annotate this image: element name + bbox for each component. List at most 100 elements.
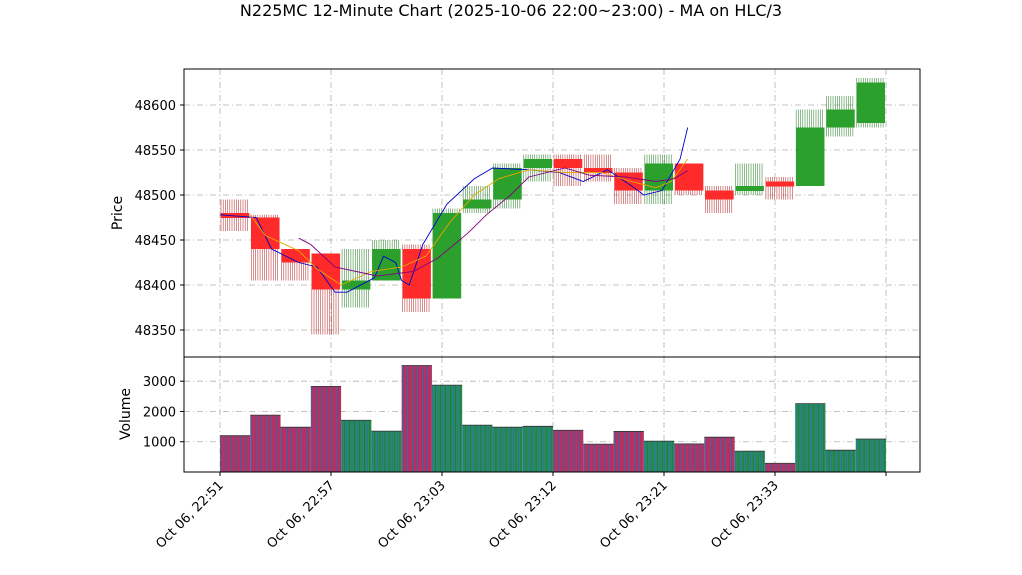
volume-bar bbox=[583, 443, 614, 472]
volume-bar-fill bbox=[401, 365, 432, 472]
volume-bar-fill bbox=[825, 450, 856, 472]
candle-down bbox=[765, 177, 795, 200]
volume-bar bbox=[704, 436, 735, 472]
volume-bar-fill bbox=[431, 385, 463, 472]
volume-bar-fill bbox=[280, 427, 311, 472]
candle-down bbox=[281, 249, 310, 281]
candle-up bbox=[493, 163, 522, 209]
candle-down bbox=[614, 168, 643, 204]
chart-title: N225MC 12-Minute Chart (2025-10-06 22:00… bbox=[240, 1, 782, 20]
volume-bar-fill bbox=[492, 427, 523, 472]
candle-body bbox=[523, 159, 552, 168]
volume-bar bbox=[462, 424, 493, 472]
candle-up bbox=[644, 154, 674, 204]
candle-body bbox=[796, 127, 825, 186]
candle-up bbox=[523, 154, 552, 182]
volume-plot-frame bbox=[183, 356, 921, 473]
volume-bar-fill bbox=[220, 435, 251, 472]
volume-bar bbox=[310, 385, 342, 472]
candle-up bbox=[462, 186, 492, 213]
volume-bar bbox=[431, 384, 463, 472]
candle-up bbox=[341, 249, 371, 308]
candle-up bbox=[826, 96, 855, 137]
x-tick-label: Oct 06, 22:51 bbox=[153, 478, 226, 551]
price-y-tick-label: 48550 bbox=[135, 144, 176, 159]
candle-up bbox=[795, 109, 825, 186]
volume-bar-fill bbox=[371, 431, 402, 472]
volume-y-ticks: 1000 2000 3000 bbox=[143, 375, 184, 451]
price-y-tick-label: 48500 bbox=[135, 189, 176, 204]
candle-body bbox=[402, 249, 431, 299]
volume-bar-fill bbox=[553, 430, 584, 472]
candle-down bbox=[583, 154, 613, 182]
price-y-tick-label: 48350 bbox=[135, 324, 176, 339]
candle-body bbox=[432, 213, 462, 299]
volume-bar bbox=[371, 430, 402, 472]
volume-bar bbox=[522, 425, 553, 472]
candle-up bbox=[432, 208, 462, 299]
x-tick-label: Oct 06, 23:21 bbox=[597, 478, 670, 551]
volume-bar-fill bbox=[764, 463, 796, 472]
candle-down bbox=[553, 154, 583, 186]
moving-average-line bbox=[249, 158, 689, 286]
volume-bar bbox=[825, 449, 856, 472]
candle-body bbox=[281, 249, 310, 263]
x-tick-label: Oct 06, 23:33 bbox=[708, 478, 781, 551]
volume-bars bbox=[220, 365, 886, 472]
volume-bar bbox=[492, 426, 523, 472]
volume-y-tick-label: 1000 bbox=[143, 436, 176, 451]
volume-bar-fill bbox=[462, 425, 493, 472]
volume-bar-fill bbox=[643, 441, 675, 472]
volume-bar-fill bbox=[734, 451, 765, 472]
volume-bar-fill bbox=[674, 443, 705, 472]
candle-body bbox=[342, 280, 371, 290]
volume-bar-fill bbox=[522, 426, 553, 472]
volume-bar-fill bbox=[613, 431, 644, 472]
candle-body bbox=[705, 190, 734, 200]
candle-down bbox=[402, 244, 431, 312]
candle-body bbox=[584, 168, 613, 173]
moving-average-line bbox=[298, 167, 688, 277]
volume-bar bbox=[734, 450, 765, 472]
volume-bar bbox=[855, 438, 886, 472]
volume-bar-fill bbox=[250, 415, 281, 472]
volume-bar bbox=[764, 462, 796, 472]
volume-bar bbox=[250, 414, 281, 472]
volume-bar-fill bbox=[583, 444, 614, 472]
volume-bar bbox=[795, 403, 826, 472]
candle-body bbox=[735, 186, 764, 191]
candle-body bbox=[463, 199, 492, 209]
volume-bar-fill bbox=[795, 403, 826, 472]
moving-average-lines bbox=[219, 127, 689, 293]
candle-body bbox=[675, 163, 704, 191]
volume-panel: 1000 2000 3000 Volume bbox=[118, 356, 921, 473]
price-candles bbox=[220, 78, 885, 335]
volume-bar-fill bbox=[341, 420, 372, 472]
x-axis-ticks: Oct 06, 22:51 Oct 06, 22:57 Oct 06, 23:03 O… bbox=[153, 472, 887, 552]
candle-body bbox=[614, 172, 643, 191]
volume-y-axis-label: Volume bbox=[118, 388, 134, 440]
volume-bar-fill bbox=[310, 386, 342, 472]
volume-y-tick-label: 3000 bbox=[143, 375, 176, 390]
candle-down bbox=[311, 253, 341, 335]
volume-bar bbox=[341, 419, 372, 472]
candle-body bbox=[311, 253, 341, 290]
price-grid bbox=[184, 69, 920, 357]
x-tick-label: Oct 06, 23:03 bbox=[375, 478, 448, 551]
price-y-tick-label: 48450 bbox=[135, 234, 176, 249]
volume-bar bbox=[220, 435, 251, 472]
candle-body bbox=[554, 159, 583, 168]
price-y-axis-label: Price bbox=[110, 196, 126, 230]
candle-up bbox=[856, 78, 885, 128]
moving-average-line bbox=[219, 127, 689, 293]
price-y-tick-label: 48600 bbox=[135, 99, 176, 114]
candle-up bbox=[735, 163, 764, 195]
x-tick-label: Oct 06, 22:57 bbox=[264, 478, 337, 551]
candle-body bbox=[765, 181, 795, 187]
volume-bar bbox=[280, 426, 311, 472]
price-y-tick-label: 48400 bbox=[135, 279, 176, 294]
price-y-ticks: 48350 48400 48450 48500 48550 48600 bbox=[135, 99, 184, 339]
candle-body bbox=[856, 82, 885, 123]
volume-bar bbox=[613, 431, 644, 472]
